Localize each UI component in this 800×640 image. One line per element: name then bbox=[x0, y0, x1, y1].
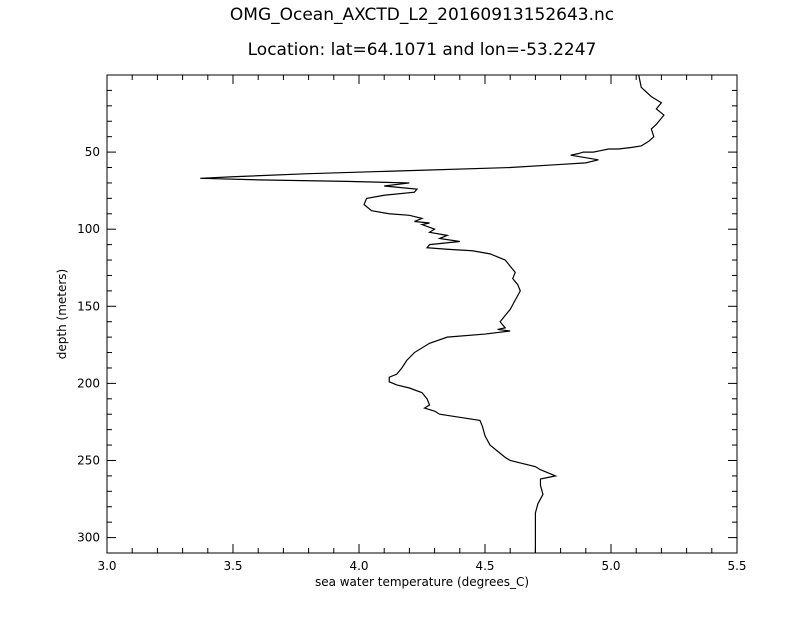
plot-frame bbox=[106, 74, 738, 554]
y-tick-label: 200 bbox=[77, 376, 100, 390]
y-axis-label: depth (meters) bbox=[55, 269, 69, 359]
series-line-0 bbox=[200, 74, 665, 553]
x-tick-label: 4.0 bbox=[349, 559, 368, 573]
y-tick-label: 100 bbox=[77, 222, 100, 236]
x-axis-label: sea water temperature (degrees_C) bbox=[315, 575, 529, 589]
y-tick-label: 300 bbox=[77, 531, 100, 545]
chart-title: OMG_Ocean_AXCTD_L2_20160913152643.nc bbox=[230, 5, 614, 25]
x-tick-label: 3.0 bbox=[97, 559, 116, 573]
y-tick-label: 50 bbox=[85, 145, 100, 159]
x-axis-ticks: 3.0 3.5 4.0 4.5 5.0 5.5 bbox=[97, 75, 747, 573]
x-tick-label: 5.5 bbox=[727, 559, 746, 573]
x-tick-label: 3.5 bbox=[223, 559, 242, 573]
y-tick-label: 250 bbox=[77, 453, 100, 467]
series-layer bbox=[200, 74, 665, 553]
chart-subtitle: Location: lat=64.1071 and lon=-53.2247 bbox=[248, 40, 597, 60]
x-tick-label: 5.0 bbox=[601, 559, 620, 573]
y-axis-ticks: 50 100 150 200 250 300 bbox=[77, 89, 737, 545]
x-tick-label: 4.5 bbox=[475, 559, 494, 573]
y-tick-label: 150 bbox=[77, 299, 100, 313]
